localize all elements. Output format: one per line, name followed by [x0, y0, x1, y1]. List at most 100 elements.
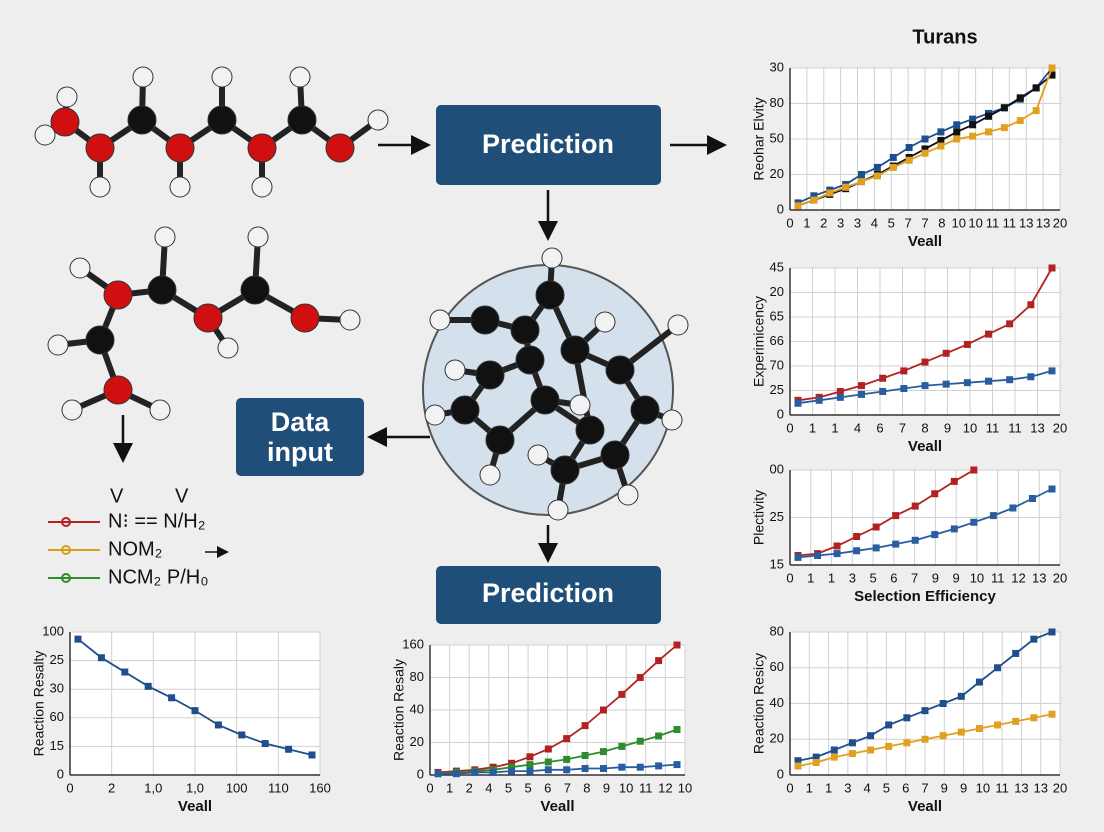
atom [217, 337, 239, 359]
x-tick-label: 4 [871, 215, 878, 230]
point [842, 183, 850, 191]
chart: 0 15 60 30 25 100 0 2 1,0 1,0 100 110 160 Veall Reacti… [31, 623, 331, 815]
x-tick-label: 100 [226, 780, 248, 795]
point [937, 136, 945, 144]
point [858, 171, 865, 178]
x-tick-label: 1 [828, 570, 835, 585]
point [1027, 301, 1035, 309]
atom [424, 404, 446, 426]
x-tick-label: 7 [905, 215, 912, 230]
x-tick-label: 13 [1030, 420, 1044, 435]
point [168, 694, 176, 702]
x-tick-label: 7 [911, 570, 918, 585]
point [833, 542, 841, 550]
point [581, 722, 589, 730]
y-tick-label: 100 [42, 623, 64, 638]
point [937, 142, 945, 150]
x-tick-label: 12 [1011, 570, 1025, 585]
point [815, 396, 823, 404]
atom [527, 444, 549, 466]
point [985, 330, 992, 338]
x-tick-label: 11 [995, 780, 1009, 795]
point [618, 742, 626, 750]
atom [290, 303, 320, 333]
y-tick-label: 0 [417, 766, 424, 781]
point [848, 739, 856, 747]
point [599, 748, 607, 756]
atom [247, 133, 277, 163]
x-tick-label: 0 [786, 215, 793, 230]
point [673, 761, 681, 769]
node-box [436, 566, 661, 624]
point [937, 128, 945, 136]
x-tick-label: 1 [803, 215, 810, 230]
y-tick-label: 20 [770, 284, 784, 299]
point [636, 674, 644, 681]
atom [169, 176, 191, 198]
x-tick-label: 13 [1036, 215, 1050, 230]
point [867, 746, 875, 754]
x-tick-label: 8 [583, 780, 590, 795]
y-tick-label: 20 [770, 166, 784, 181]
legend-mark: V [110, 485, 124, 507]
atom [207, 105, 237, 135]
x-tick-label: 0 [426, 780, 433, 795]
x-axis-label: Veall [178, 798, 212, 815]
x-tick-label: 10 [970, 570, 984, 585]
point [1048, 628, 1056, 636]
y-axis-label: Reohar Elvity [751, 97, 767, 180]
point [921, 707, 929, 715]
x-tick-label: 1 [809, 420, 816, 435]
point [1032, 107, 1040, 115]
point [1016, 117, 1024, 125]
y-tick-label: 0 [777, 766, 784, 781]
x-tick-label: 0 [786, 780, 793, 795]
atom [550, 455, 580, 485]
point [1006, 320, 1014, 328]
y-tick-label: 25 [770, 509, 784, 524]
point [873, 163, 881, 171]
atom [61, 399, 83, 421]
y-tick-label: 80 [770, 623, 784, 638]
point [921, 135, 929, 143]
chart-title: Turans [912, 26, 977, 48]
x-tick-label: 6 [902, 780, 909, 795]
point [905, 156, 913, 164]
atom [560, 335, 590, 365]
point [969, 121, 977, 129]
atom [661, 409, 683, 431]
atom [89, 176, 111, 198]
point [969, 115, 977, 123]
x-tick-label: 10 [968, 215, 982, 230]
point [892, 512, 900, 520]
point [1016, 94, 1024, 102]
legend-label: NCM₂ P/H₀ [108, 566, 209, 588]
point [903, 739, 911, 747]
point [1048, 710, 1056, 718]
atom [630, 395, 660, 425]
legend-symbol [61, 517, 71, 527]
point [853, 547, 861, 555]
x-tick-label: 11 [1003, 215, 1017, 230]
x-tick-label: 2 [820, 215, 827, 230]
x-tick-label: 1 [825, 780, 832, 795]
point [921, 149, 929, 157]
x-tick-label: 7 [564, 780, 571, 795]
y-tick-label: 30 [770, 59, 784, 74]
atom [211, 66, 233, 88]
atom [247, 226, 269, 248]
point [900, 385, 908, 393]
x-tick-label: 10 [976, 780, 990, 795]
point [1048, 264, 1056, 272]
y-tick-label: 0 [777, 406, 784, 421]
point [794, 757, 802, 765]
atom [667, 314, 689, 336]
atom [56, 86, 78, 108]
y-axis-label: Reaction Resaly [391, 659, 407, 761]
x-tick-label: 9 [932, 570, 939, 585]
atom [535, 280, 565, 310]
atom [127, 105, 157, 135]
